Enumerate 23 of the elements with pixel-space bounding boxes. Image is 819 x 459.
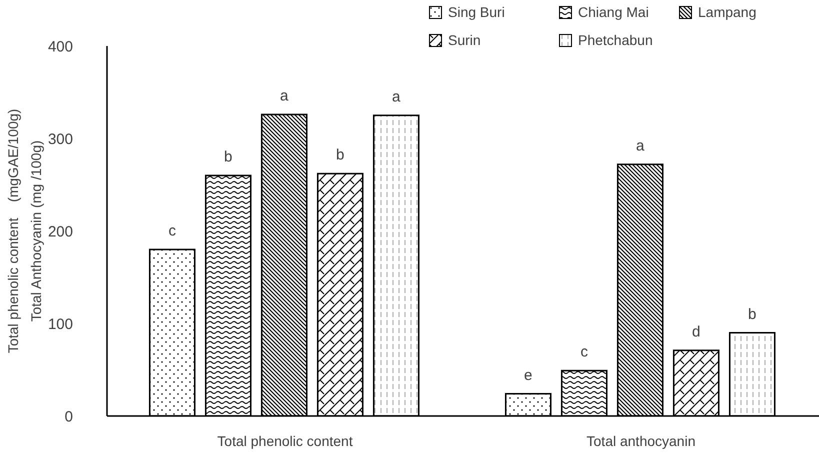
data-label: a	[392, 88, 402, 106]
data-label: d	[692, 323, 700, 340]
x-tick-label: Total phenolic content	[217, 432, 353, 449]
y-tick-label: 300	[48, 130, 73, 148]
data-label: b	[336, 146, 344, 164]
data-label: b	[224, 148, 232, 166]
y-tick-label: 400	[48, 38, 73, 56]
data-label: b	[748, 306, 756, 323]
y-axis-title: Total phenolic content (mgGAE/100g) Total Anthocyanin (mg /100g)	[5, 108, 44, 354]
data-label: c	[580, 344, 588, 361]
data-label: a	[280, 87, 290, 104]
legend-label: Phetchabun	[578, 32, 653, 48]
legend-label: Sing Buri	[448, 4, 505, 20]
data-label: e	[524, 366, 532, 384]
x-tick-label: Total anthocyanin	[586, 432, 696, 449]
legend-label: Surin	[448, 32, 481, 48]
legend-label: Lampang	[698, 4, 756, 20]
y-tick-label: 200	[48, 223, 73, 240]
y-tick-label: 0	[64, 408, 73, 426]
data-label: c	[168, 222, 176, 240]
data-label: a	[636, 137, 646, 154]
legend-label: Chiang Mai	[578, 4, 649, 20]
y-tick-label: 100	[48, 316, 73, 333]
